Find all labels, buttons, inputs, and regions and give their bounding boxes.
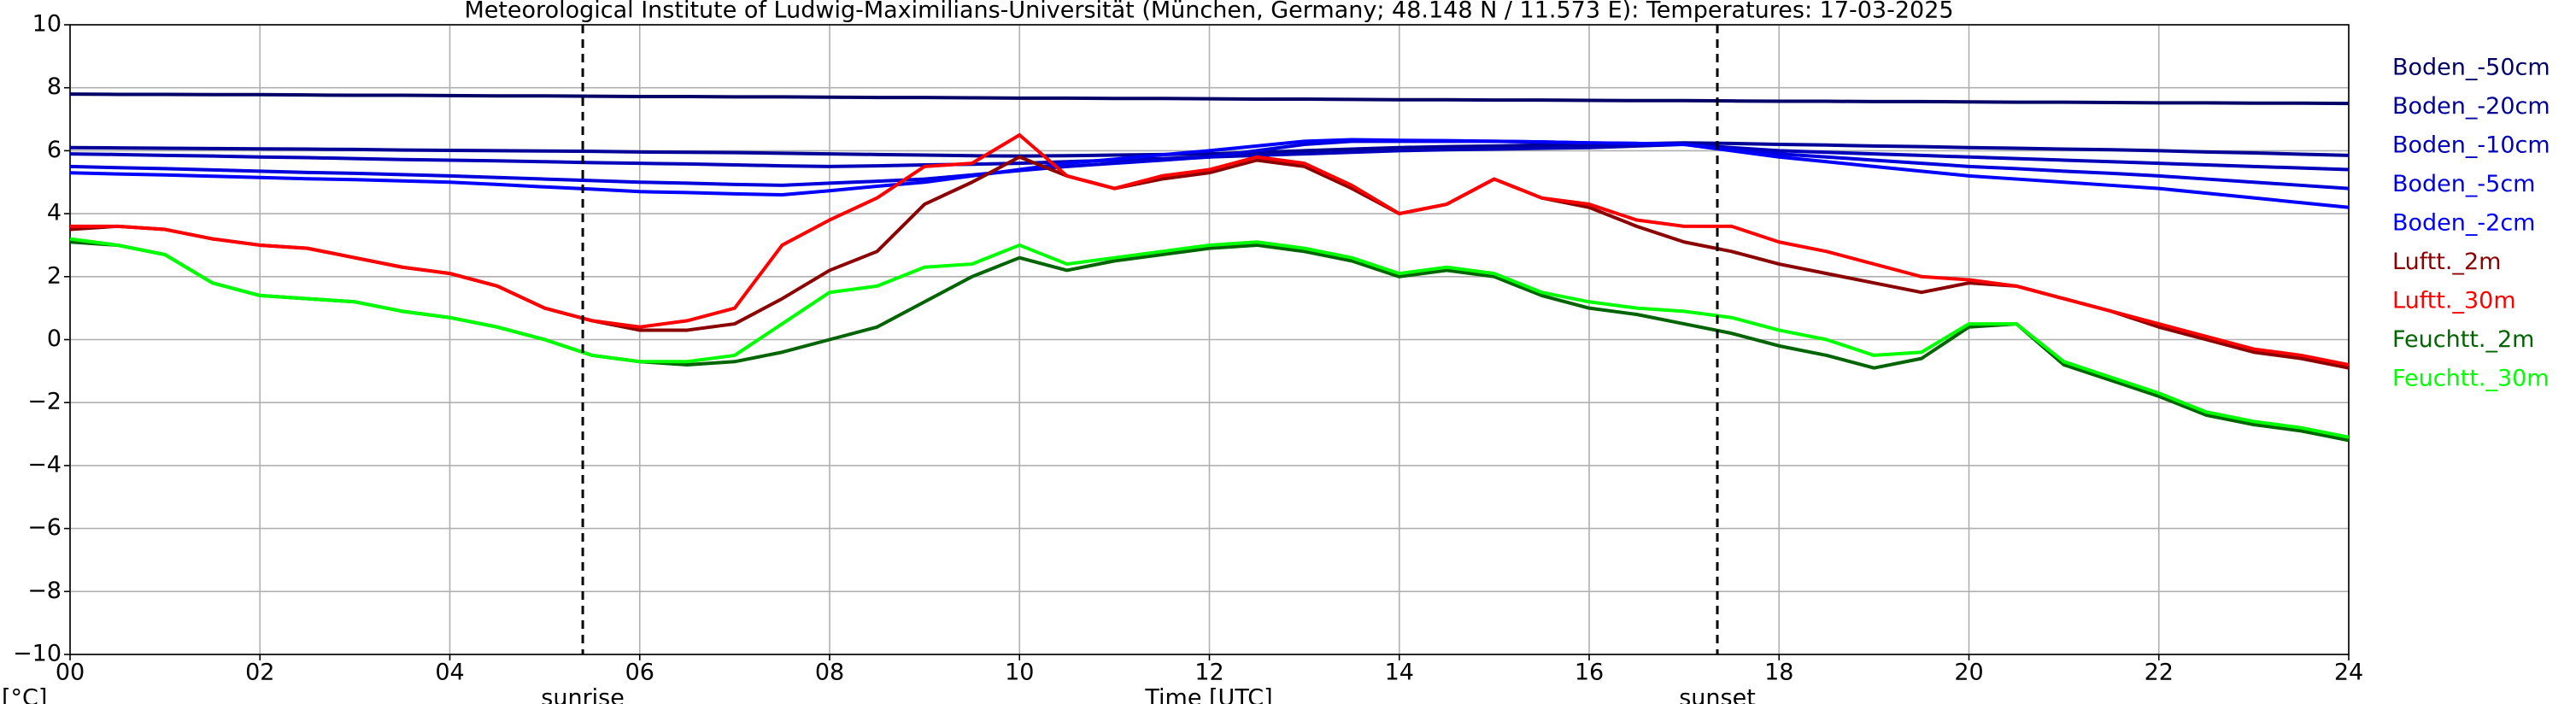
x-tick-label: 00 — [56, 660, 85, 686]
y-tick-label: 0 — [47, 326, 62, 352]
x-tick-label: 14 — [1385, 660, 1414, 686]
plot-frame — [69, 24, 2350, 655]
y-tick-label: −2 — [27, 389, 62, 415]
y-tick-label: 6 — [47, 137, 62, 163]
y-tick-label: 2 — [47, 262, 62, 289]
series-line — [69, 237, 2350, 439]
x-tick-label: 20 — [1954, 660, 1983, 686]
series-line — [69, 92, 2350, 106]
series-line — [69, 139, 2350, 191]
legend-entry: Feuchtt._30m — [2392, 366, 2550, 392]
x-axis-label: Time [UTC] — [1144, 685, 1272, 704]
y-tick-label: −8 — [27, 578, 62, 604]
legend-entry: Boden_-50cm — [2392, 55, 2550, 81]
annotation-label: sunrise — [541, 685, 625, 704]
legend-entry: Boden_-5cm — [2392, 171, 2535, 197]
y-axis-label: [°C] — [2, 685, 47, 704]
series-line — [69, 138, 2350, 209]
x-tick-label: 06 — [625, 660, 654, 686]
y-tick-label: 8 — [47, 73, 62, 100]
x-tick-label: 04 — [435, 660, 464, 686]
x-tick-label: 16 — [1575, 660, 1604, 686]
legend-entry: Luftt._2m — [2392, 249, 2501, 275]
series-line — [70, 132, 2350, 367]
legend-entry: Boden_-10cm — [2392, 132, 2550, 159]
annotation-label: sunset — [1679, 685, 1756, 704]
y-tick-label: 4 — [47, 200, 62, 226]
legend-entry: Boden_-2cm — [2392, 210, 2535, 237]
series-line — [69, 141, 2350, 158]
legend-entry: Feuchtt._2m — [2392, 326, 2534, 353]
x-tick-label: 22 — [2145, 660, 2174, 686]
legend-entry: Luftt._30m — [2392, 288, 2516, 314]
x-tick-label: 02 — [245, 660, 274, 686]
x-tick-label: 10 — [1005, 660, 1034, 686]
x-tick-label: 12 — [1194, 660, 1223, 686]
y-tick-label: −4 — [27, 451, 62, 478]
legend-entry: Boden_-20cm — [2392, 93, 2550, 120]
x-tick-label: 08 — [815, 660, 844, 686]
y-tick-label: −6 — [27, 514, 62, 541]
x-tick-label: 18 — [1764, 660, 1793, 686]
x-tick-label: 24 — [2334, 660, 2363, 686]
y-tick-label: 10 — [32, 11, 62, 38]
chart-title: Meteorological Institute of Ludwig-Maxim… — [464, 0, 1953, 24]
y-tick-label: −10 — [13, 641, 62, 667]
